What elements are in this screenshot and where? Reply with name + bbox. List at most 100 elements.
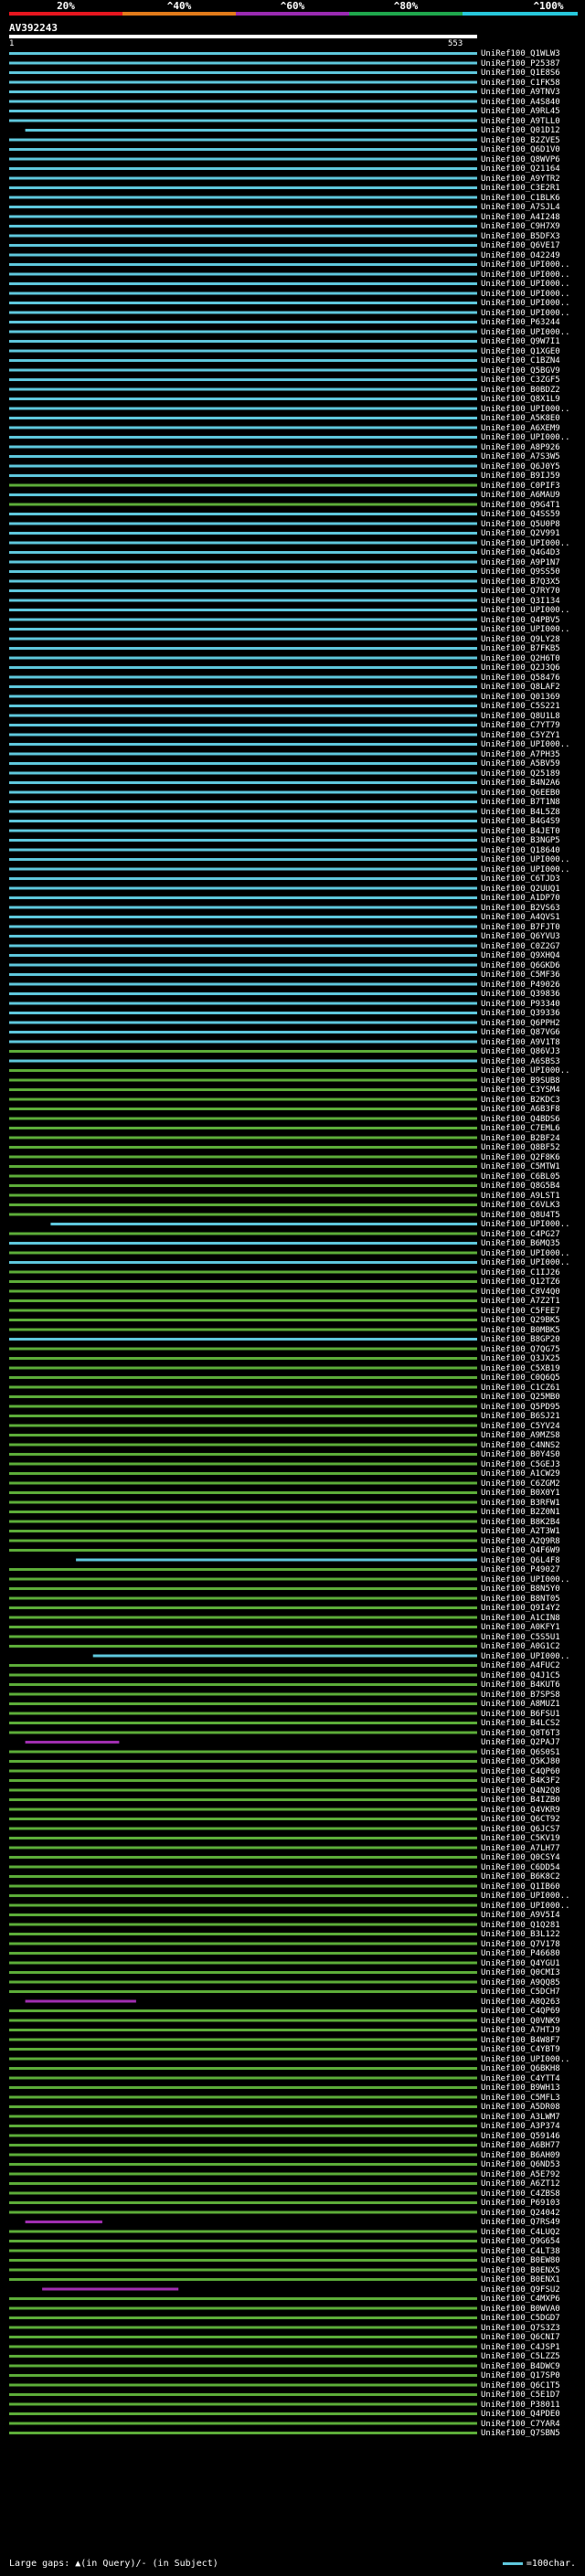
hit-label[interactable]: UniRef100_C5XB19 (481, 1363, 560, 1373)
hit-label[interactable]: UniRef100_C7EML6 (481, 1124, 560, 1133)
hit-label[interactable]: UniRef100_C9H7X9 (481, 222, 560, 231)
hit-label[interactable]: UniRef100_A1DP70 (481, 894, 560, 903)
hit-label[interactable]: UniRef100_A8P926 (481, 442, 560, 452)
hit-label[interactable]: UniRef100_A7Z2T1 (481, 1297, 560, 1306)
hit-label[interactable]: UniRef100_B8NT05 (481, 1594, 560, 1604)
hit-label[interactable]: UniRef100_Q0CSY4 (481, 1853, 560, 1862)
hit-label[interactable]: UniRef100_A9V5I4 (481, 1911, 560, 1920)
hit-label[interactable]: UniRef100_C4LUQ2 (481, 2227, 560, 2237)
hit-label[interactable]: UniRef100_B7SPS8 (481, 1690, 560, 1700)
hit-label[interactable]: UniRef100_UPI000.. (481, 606, 570, 615)
hit-label[interactable]: UniRef100_Q6L4F8 (481, 1555, 560, 1565)
hit-label[interactable]: UniRef100_A2T3W1 (481, 1527, 560, 1536)
hit-label[interactable]: UniRef100_A5K8E0 (481, 414, 560, 423)
hit-label[interactable]: UniRef100_Q6YVU3 (481, 932, 560, 941)
hit-label[interactable]: UniRef100_B9WH13 (481, 2083, 560, 2093)
hit-label[interactable]: UniRef100_UPI000.. (481, 308, 570, 318)
hit-label[interactable]: UniRef100_Q1Q281 (481, 1920, 560, 1930)
hit-label[interactable]: UniRef100_A9QQ85 (481, 1977, 560, 1988)
hit-label[interactable]: UniRef100_Q12TZ6 (481, 1277, 560, 1287)
hit-label[interactable]: UniRef100_UPI000.. (481, 538, 570, 548)
hit-label[interactable]: UniRef100_C5LZZ5 (481, 2352, 560, 2361)
hit-label[interactable]: UniRef100_A3LWM7 (481, 2112, 560, 2122)
hit-label[interactable]: UniRef100_UPI000.. (481, 299, 570, 308)
hit-label[interactable]: UniRef100_A9P1N7 (481, 557, 560, 567)
hit-label[interactable]: UniRef100_B4KUT6 (481, 1680, 560, 1690)
hit-label[interactable]: UniRef100_Q7SBN5 (481, 2429, 560, 2438)
hit-label[interactable]: UniRef100_A6MAU9 (481, 491, 560, 500)
hit-label[interactable]: UniRef100_A1CIN8 (481, 1613, 560, 1623)
hit-label[interactable]: UniRef100_B4N2A6 (481, 779, 560, 788)
hit-label[interactable]: UniRef100_C0PIF3 (481, 481, 560, 491)
hit-label[interactable]: UniRef100_B4LCS2 (481, 1719, 560, 1728)
hit-label[interactable]: UniRef100_Q18640 (481, 845, 560, 855)
hit-label[interactable]: UniRef100_Q6BKH8 (481, 2064, 560, 2073)
hit-label[interactable]: UniRef100_UPI000.. (481, 1651, 570, 1661)
hit-label[interactable]: UniRef100_C5KV19 (481, 1834, 560, 1843)
hit-label[interactable]: UniRef100_B9IJ59 (481, 472, 560, 481)
hit-label[interactable]: UniRef100_UPI000.. (481, 327, 570, 337)
hit-label[interactable]: UniRef100_C3YSM4 (481, 1086, 560, 1095)
hit-label[interactable]: UniRef100_Q2F8K6 (481, 1152, 560, 1162)
hit-label[interactable]: UniRef100_C4YBT9 (481, 2045, 560, 2054)
hit-label[interactable]: UniRef100_B2BF24 (481, 1133, 560, 1143)
hit-label[interactable]: UniRef100_Q2J3Q6 (481, 663, 560, 673)
hit-label[interactable]: UniRef100_Q25MB0 (481, 1393, 560, 1402)
hit-label[interactable]: UniRef100_UPI000.. (481, 1066, 570, 1076)
hit-label[interactable]: UniRef100_B7T1N8 (481, 798, 560, 807)
hit-label[interactable]: UniRef100_Q24042 (481, 2208, 560, 2218)
hit-label[interactable]: UniRef100_Q39836 (481, 990, 560, 999)
hit-label[interactable]: UniRef100_Q7S3Z3 (481, 2323, 560, 2333)
hit-label[interactable]: UniRef100_Q4PDE0 (481, 2410, 560, 2419)
hit-label[interactable]: UniRef100_Q9SS50 (481, 567, 560, 577)
hit-label[interactable]: UniRef100_Q2UUQ1 (481, 884, 560, 894)
hit-label[interactable]: UniRef100_Q6C1T5 (481, 2380, 560, 2390)
hit-label[interactable]: UniRef100_Q8G5B4 (481, 1182, 560, 1191)
hit-label[interactable]: UniRef100_Q6GKD6 (481, 960, 560, 970)
hit-label[interactable]: UniRef100_C6DD54 (481, 1862, 560, 1872)
hit-label[interactable]: UniRef100_A0G1C2 (481, 1642, 560, 1651)
hit-label[interactable]: UniRef100_C1BZN4 (481, 356, 560, 366)
hit-label[interactable]: UniRef100_C4LT38 (481, 2246, 560, 2256)
hit-label[interactable]: UniRef100_A2Q9R8 (481, 1536, 560, 1546)
hit-label[interactable]: UniRef100_Q6S0S1 (481, 1747, 560, 1757)
hit-label[interactable]: UniRef100_C5FEE7 (481, 1306, 560, 1316)
hit-label[interactable]: UniRef100_B0BDZ2 (481, 385, 560, 395)
hit-label[interactable]: UniRef100_B8N5Y0 (481, 1585, 560, 1594)
hit-label[interactable]: UniRef100_A1CW29 (481, 1469, 560, 1479)
hit-label[interactable]: UniRef100_Q6CT92 (481, 1815, 560, 1824)
hit-label[interactable]: UniRef100_Q4BDS6 (481, 1114, 560, 1124)
hit-label[interactable]: UniRef100_Q17SP0 (481, 2371, 560, 2380)
hit-label[interactable]: UniRef100_A9YTR2 (481, 174, 560, 184)
hit-label[interactable]: UniRef100_C1FK58 (481, 78, 560, 88)
hit-label[interactable]: UniRef100_Q8U1L8 (481, 711, 560, 721)
hit-label[interactable]: UniRef100_B5DFX3 (481, 231, 560, 241)
hit-label[interactable]: UniRef100_C5MFL3 (481, 2093, 560, 2103)
hit-label[interactable]: UniRef100_B3RFW1 (481, 1498, 560, 1508)
hit-label[interactable]: UniRef100_Q7RY70 (481, 587, 560, 596)
hit-label[interactable]: UniRef100_Q6CNI7 (481, 2333, 560, 2342)
hit-label[interactable]: UniRef100_C0Q6Q5 (481, 1373, 560, 1383)
hit-label[interactable]: UniRef100_Q1WLW3 (481, 49, 560, 58)
hit-label[interactable]: UniRef100_C8V4Q0 (481, 1287, 560, 1297)
hit-label[interactable]: UniRef100_Q5PD95 (481, 1402, 560, 1412)
hit-label[interactable]: UniRef100_Q8WVP6 (481, 154, 560, 164)
hit-label[interactable]: UniRef100_A4S840 (481, 97, 560, 107)
hit-label[interactable]: UniRef100_A9MZS8 (481, 1431, 560, 1440)
hit-label[interactable]: UniRef100_Q6ND53 (481, 2160, 560, 2169)
hit-label[interactable]: UniRef100_C5E1D7 (481, 2390, 560, 2400)
hit-label[interactable]: UniRef100_Q0VNK9 (481, 2016, 560, 2026)
hit-label[interactable]: UniRef100_P63244 (481, 318, 560, 327)
hit-label[interactable]: UniRef100_A5E792 (481, 2169, 560, 2179)
hit-label[interactable]: UniRef100_Q4J1C5 (481, 1670, 560, 1680)
hit-label[interactable]: UniRef100_C4MXP6 (481, 2295, 560, 2304)
hit-label[interactable]: UniRef100_Q2V991 (481, 529, 560, 538)
hit-label[interactable]: UniRef100_Q4PBV5 (481, 615, 560, 625)
hit-label[interactable]: UniRef100_Q9XHQ4 (481, 951, 560, 960)
hit-label[interactable]: UniRef100_UPI000.. (481, 1892, 570, 1901)
hit-label[interactable]: UniRef100_UPI000.. (481, 740, 570, 749)
hit-label[interactable]: UniRef100_Q5BGV9 (481, 366, 560, 376)
hit-label[interactable]: UniRef100_Q4N2Q8 (481, 1786, 560, 1796)
hit-label[interactable]: UniRef100_C3E2R1 (481, 184, 560, 193)
hit-label[interactable]: UniRef100_B7Q3X5 (481, 577, 560, 587)
